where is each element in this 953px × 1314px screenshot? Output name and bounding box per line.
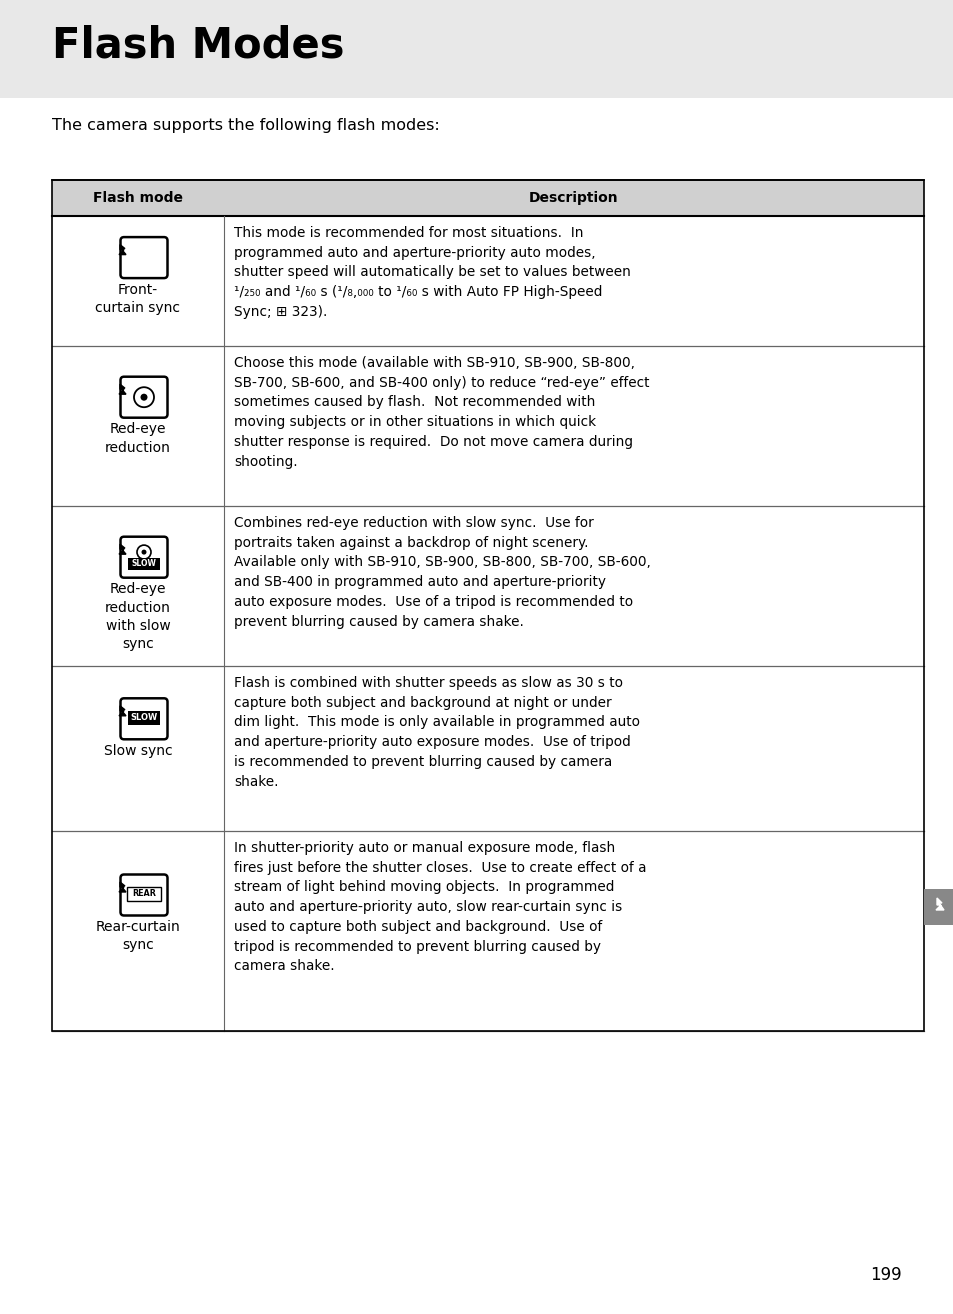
Bar [128, 711, 160, 725]
Text: Slow sync: Slow sync [104, 744, 172, 758]
Polygon shape [119, 244, 126, 255]
Bar [52, 666, 923, 830]
Polygon shape [119, 384, 126, 394]
Text: Choose this mode (available with SB-910, SB-900, SB-800,
SB-700, SB-600, and SB-: Choose this mode (available with SB-910,… [233, 356, 649, 469]
Text: Description: Description [529, 191, 618, 205]
FancyBboxPatch shape [120, 536, 168, 578]
FancyBboxPatch shape [120, 875, 168, 916]
Text: Red-eye
reduction
with slow
sync: Red-eye reduction with slow sync [105, 582, 171, 652]
FancyBboxPatch shape [120, 377, 168, 418]
Bar [52, 830, 923, 1031]
Text: In shutter-priority auto or manual exposure mode, flash
fires just before the sh: In shutter-priority auto or manual expos… [233, 841, 646, 974]
Polygon shape [119, 544, 126, 555]
Text: Rear-curtain
sync: Rear-curtain sync [95, 920, 180, 953]
Text: Red-eye
reduction: Red-eye reduction [105, 422, 171, 455]
Text: Combines red-eye reduction with slow sync.  Use for
portraits taken against a ba: Combines red-eye reduction with slow syn… [233, 516, 650, 628]
Text: 199: 199 [869, 1265, 901, 1284]
Bar [52, 180, 923, 1031]
Text: SLOW: SLOW [132, 560, 156, 568]
Bar [0, 0, 953, 99]
Polygon shape [119, 882, 126, 892]
Bar [923, 890, 953, 925]
Text: Flash Modes: Flash Modes [52, 24, 344, 66]
Circle shape [140, 394, 148, 401]
Text: Flash mode: Flash mode [92, 191, 183, 205]
Polygon shape [935, 897, 943, 911]
Bar [128, 557, 160, 570]
Text: Flash is combined with shutter speeds as slow as 30 s to
capture both subject an: Flash is combined with shutter speeds as… [233, 675, 639, 788]
FancyBboxPatch shape [120, 698, 168, 740]
Bar [52, 346, 923, 506]
Circle shape [137, 545, 151, 558]
Bar [52, 506, 923, 666]
Circle shape [141, 549, 147, 555]
Bar [52, 180, 923, 215]
Bar [127, 887, 161, 901]
Text: The camera supports the following flash modes:: The camera supports the following flash … [52, 118, 439, 133]
Polygon shape [119, 706, 126, 716]
Text: SLOW: SLOW [131, 714, 157, 723]
Bar [52, 215, 923, 346]
Text: This mode is recommended for most situations.  In
programmed auto and aperture-p: This mode is recommended for most situat… [233, 226, 630, 319]
FancyBboxPatch shape [120, 237, 168, 279]
Circle shape [133, 388, 153, 407]
Text: REAR: REAR [132, 890, 155, 899]
Text: Front-
curtain sync: Front- curtain sync [95, 283, 180, 315]
